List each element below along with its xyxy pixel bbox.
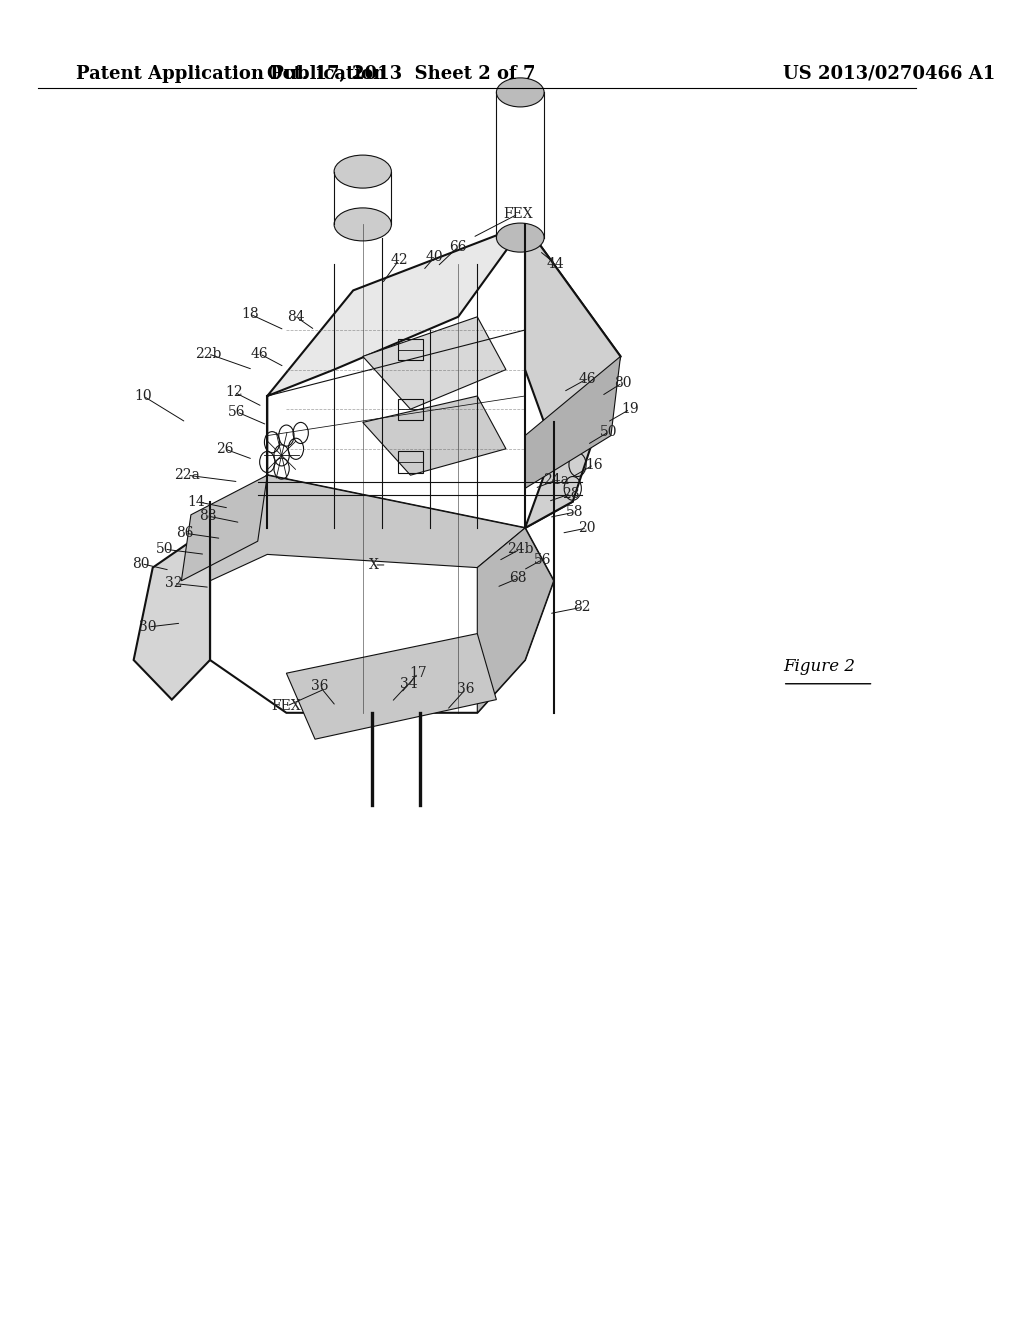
Text: 36: 36 [311,680,329,693]
Text: Oct. 17, 2013  Sheet 2 of 7: Oct. 17, 2013 Sheet 2 of 7 [266,65,536,83]
Polygon shape [267,224,525,396]
Text: 34: 34 [399,677,418,690]
Polygon shape [362,317,506,409]
Polygon shape [210,475,525,581]
Polygon shape [362,396,506,475]
Polygon shape [525,356,621,488]
Text: Patent Application Publication: Patent Application Publication [77,65,387,83]
Text: 10: 10 [134,389,152,403]
Text: 80: 80 [613,376,631,389]
Text: 82: 82 [573,601,591,614]
Text: 68: 68 [510,572,527,585]
Text: 17: 17 [410,667,427,680]
Text: 22b: 22b [195,347,221,360]
Bar [398,451,423,473]
Text: 86: 86 [176,527,194,540]
Text: 84: 84 [287,310,305,323]
Text: 26: 26 [216,442,233,455]
Text: 80: 80 [132,557,151,570]
Ellipse shape [334,154,391,187]
Polygon shape [525,224,621,528]
Text: 44: 44 [547,257,564,271]
Text: FEX: FEX [504,207,534,220]
Text: 66: 66 [450,240,467,253]
Text: 42: 42 [390,253,408,267]
Polygon shape [477,528,554,713]
Text: 46: 46 [579,372,596,385]
Text: 28: 28 [562,487,580,500]
Text: 50: 50 [156,543,173,556]
Text: 12: 12 [225,385,243,399]
Text: 16: 16 [585,458,602,471]
Text: FEX: FEX [271,700,301,713]
Text: 88: 88 [200,510,217,523]
Bar [398,339,423,360]
Text: 30: 30 [139,620,157,634]
Text: 22a: 22a [174,469,200,482]
Text: 56: 56 [228,405,246,418]
Text: Figure 2: Figure 2 [782,659,855,675]
Text: 18: 18 [242,308,259,321]
Text: 46: 46 [251,347,268,360]
Text: 36: 36 [457,682,474,696]
Polygon shape [134,528,210,700]
Text: 56: 56 [534,553,551,566]
Ellipse shape [497,78,544,107]
Polygon shape [287,634,497,739]
Polygon shape [181,475,267,581]
Text: 14: 14 [187,495,206,508]
Text: 24a: 24a [543,474,568,487]
Text: 32: 32 [165,577,182,590]
Ellipse shape [334,209,391,242]
Text: 58: 58 [566,506,584,519]
Ellipse shape [497,223,544,252]
Bar [398,399,423,420]
Text: 24b: 24b [507,543,534,556]
Text: 40: 40 [426,251,443,264]
Text: 19: 19 [622,403,639,416]
Text: 50: 50 [600,425,617,438]
Text: 20: 20 [579,521,596,535]
Text: X: X [370,558,379,572]
Text: US 2013/0270466 A1: US 2013/0270466 A1 [782,65,995,83]
